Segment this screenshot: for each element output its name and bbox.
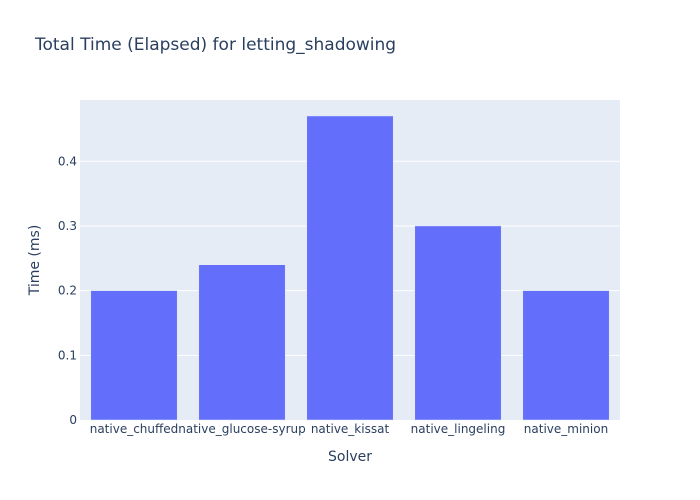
y-tick-label: 0.3 <box>58 219 77 233</box>
bar-native_minion[interactable] <box>522 290 610 421</box>
bar-native_chuffed[interactable] <box>90 290 178 421</box>
x-tick-label: native_minion <box>524 422 608 436</box>
chart-title: Total Time (Elapsed) for letting_shadowi… <box>34 35 396 55</box>
x-tick-label: native_chuffed <box>90 422 179 436</box>
y-tick-label: 0.1 <box>58 348 77 362</box>
bar-native_lingeling[interactable] <box>414 225 502 421</box>
bars <box>90 115 610 421</box>
y-axis-label: Time (ms) <box>27 225 43 297</box>
y-tick-label: 0 <box>69 413 77 427</box>
x-axis-label: Solver <box>328 449 372 465</box>
y-axis-ticks: 0 0.1 0.2 0.3 0.4 <box>58 154 77 427</box>
y-tick-label: 0.2 <box>58 284 77 298</box>
x-tick-label: native_kissat <box>311 422 390 436</box>
bar-native_kissat[interactable] <box>306 115 394 421</box>
y-tick-label: 0.4 <box>58 154 77 168</box>
x-tick-label: native_lingeling <box>411 422 506 436</box>
x-tick-label: native_glucose-syrup <box>178 422 305 436</box>
x-axis-ticks: native_chuffed native_glucose-syrup native… <box>90 422 608 436</box>
bar-native_glucose-syrup[interactable] <box>198 264 286 421</box>
